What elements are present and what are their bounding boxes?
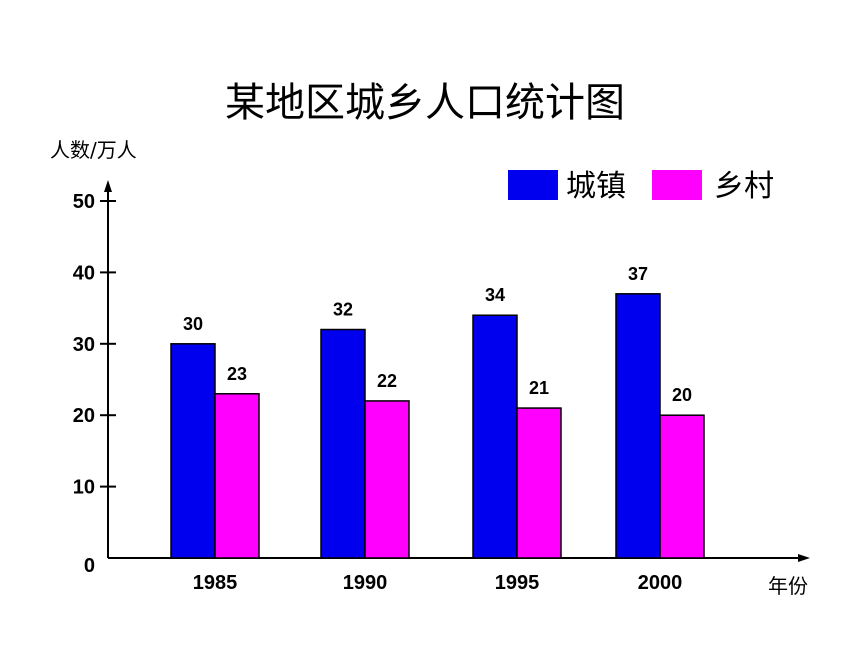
legend-label-1: 乡村 [714, 169, 774, 204]
data-label-1995-1: 21 [529, 378, 549, 398]
bars: 30 23 32 22 34 21 37 20 [170, 264, 705, 559]
x-axis-arrow [798, 554, 810, 562]
bar-1995-0 [472, 314, 518, 559]
x-tick-label-3: 2000 [638, 572, 683, 594]
bar-1995-1 [516, 407, 562, 559]
y-tick-label-5: 50 [73, 191, 95, 213]
bar-1985-1 [214, 393, 260, 559]
bar-1990-0 [320, 328, 366, 559]
y-tick-label-1: 10 [73, 477, 95, 499]
x-ticks: 1985 1990 1995 2000 [193, 572, 683, 594]
legend-label-0: 城镇 [566, 169, 626, 204]
data-label-1985-1: 23 [227, 364, 247, 384]
y-tick-label-2: 20 [73, 405, 95, 427]
bar-1985-0 [170, 343, 216, 559]
y-tick-label-4: 40 [73, 262, 95, 284]
data-label-1985-0: 30 [183, 314, 203, 334]
data-label-1995-0: 34 [485, 285, 505, 305]
x-tick-label-0: 1985 [193, 572, 238, 594]
chart-title: 某地区城乡人口统计图 [225, 80, 625, 126]
bar-2000-1 [659, 414, 705, 559]
data-label-1990-1: 22 [377, 371, 397, 391]
y-tick-label-0: 0 [84, 555, 95, 577]
data-label-2000-0: 37 [628, 264, 648, 284]
bar-1990-1 [364, 400, 410, 559]
y-ticks: 0 10 20 30 40 50 [73, 191, 116, 577]
bar-2000-0 [615, 293, 661, 559]
y-axis-label: 人数/万人 [50, 138, 137, 162]
y-axis-arrow [104, 180, 112, 192]
data-label-2000-1: 20 [672, 385, 692, 405]
x-tick-label-1: 1990 [343, 572, 388, 594]
data-label-1990-0: 32 [333, 300, 353, 320]
legend-swatch-1 [652, 170, 702, 200]
x-axis-label: 年份 [768, 574, 808, 598]
x-tick-label-2: 1995 [495, 572, 540, 594]
legend-swatch-0 [508, 170, 558, 200]
y-tick-label-3: 30 [73, 334, 95, 356]
legend: 城镇 乡村 [508, 169, 774, 204]
